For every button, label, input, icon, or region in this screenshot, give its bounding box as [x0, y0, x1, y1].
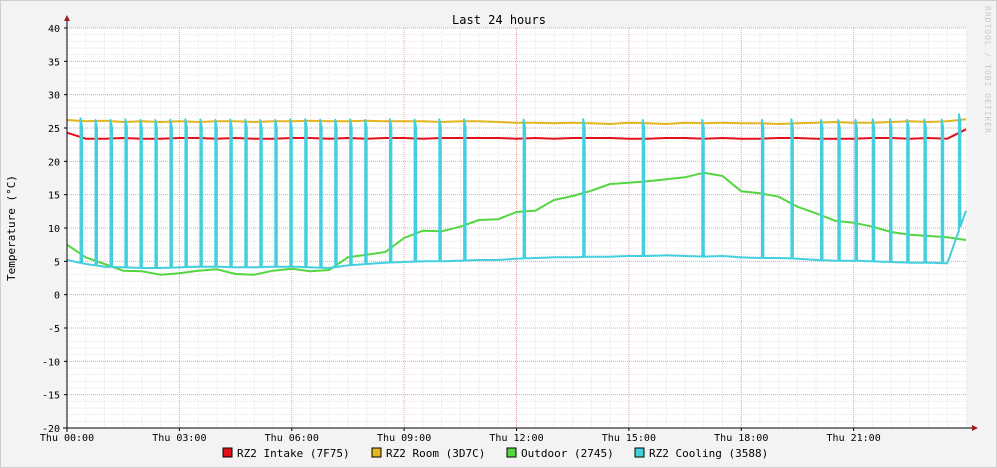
y-tick-label: -15	[42, 391, 60, 402]
y-tick-label: 5	[54, 257, 60, 268]
chart-title: Last 24 hours	[452, 13, 546, 27]
legend-label: RZ2 Cooling (3588)	[649, 447, 768, 460]
x-tick-label: Thu 06:00	[265, 433, 319, 444]
y-axis-label: Temperature (°C)	[5, 175, 18, 281]
x-tick-label: Thu 15:00	[602, 433, 656, 444]
y-tick-label: 15	[48, 191, 60, 202]
x-tick-label: Thu 12:00	[489, 433, 543, 444]
x-tick-label: Thu 09:00	[377, 433, 431, 444]
x-tick-label: Thu 18:00	[714, 433, 768, 444]
watermark: RRDTOOL / TOBI OETIKER	[983, 6, 992, 134]
y-tick-label: 40	[48, 24, 60, 35]
y-tick-label: 30	[48, 91, 60, 102]
legend-label: RZ2 Room (3D7C)	[386, 447, 485, 460]
x-tick-label: Thu 03:00	[152, 433, 206, 444]
y-axis-arrow	[64, 15, 70, 21]
legend-label: Outdoor (2745)	[521, 447, 614, 460]
y-tick-labels: 40 35 30 25 20 15 10 5 0 -5 -10 -15 -20	[42, 24, 60, 435]
x-tick-labels: Thu 00:00 Thu 03:00 Thu 06:00 Thu 09:00 Thu …	[40, 433, 881, 444]
series-layer	[66, 113, 967, 276]
series-line-4	[66, 113, 967, 269]
series-line-3	[66, 171, 967, 276]
y-tick-label: 20	[48, 157, 60, 168]
legend-swatch	[634, 447, 645, 458]
y-tick-label: 0	[54, 291, 60, 302]
y-tick-label: 10	[48, 224, 60, 235]
legend-swatch	[222, 447, 233, 458]
legend-swatch	[371, 447, 382, 458]
y-tick-label: 35	[48, 57, 60, 68]
legend: RZ2 Intake (7F75) RZ2 Room (3D7C) Outdoor …	[222, 447, 768, 460]
y-tick-label: -5	[48, 324, 60, 335]
legend-label: RZ2 Intake (7F75)	[237, 447, 350, 460]
x-tick-label: Thu 21:00	[827, 433, 881, 444]
y-tick-label: -10	[42, 357, 60, 368]
major-grid	[67, 27, 966, 428]
axes	[63, 15, 978, 432]
x-tick-label: Thu 00:00	[40, 433, 94, 444]
y-tick-label: -20	[42, 424, 60, 435]
x-axis-arrow	[972, 425, 978, 431]
legend-swatch	[506, 447, 517, 458]
series-line-2	[66, 118, 967, 125]
y-tick-label: 25	[48, 124, 60, 135]
